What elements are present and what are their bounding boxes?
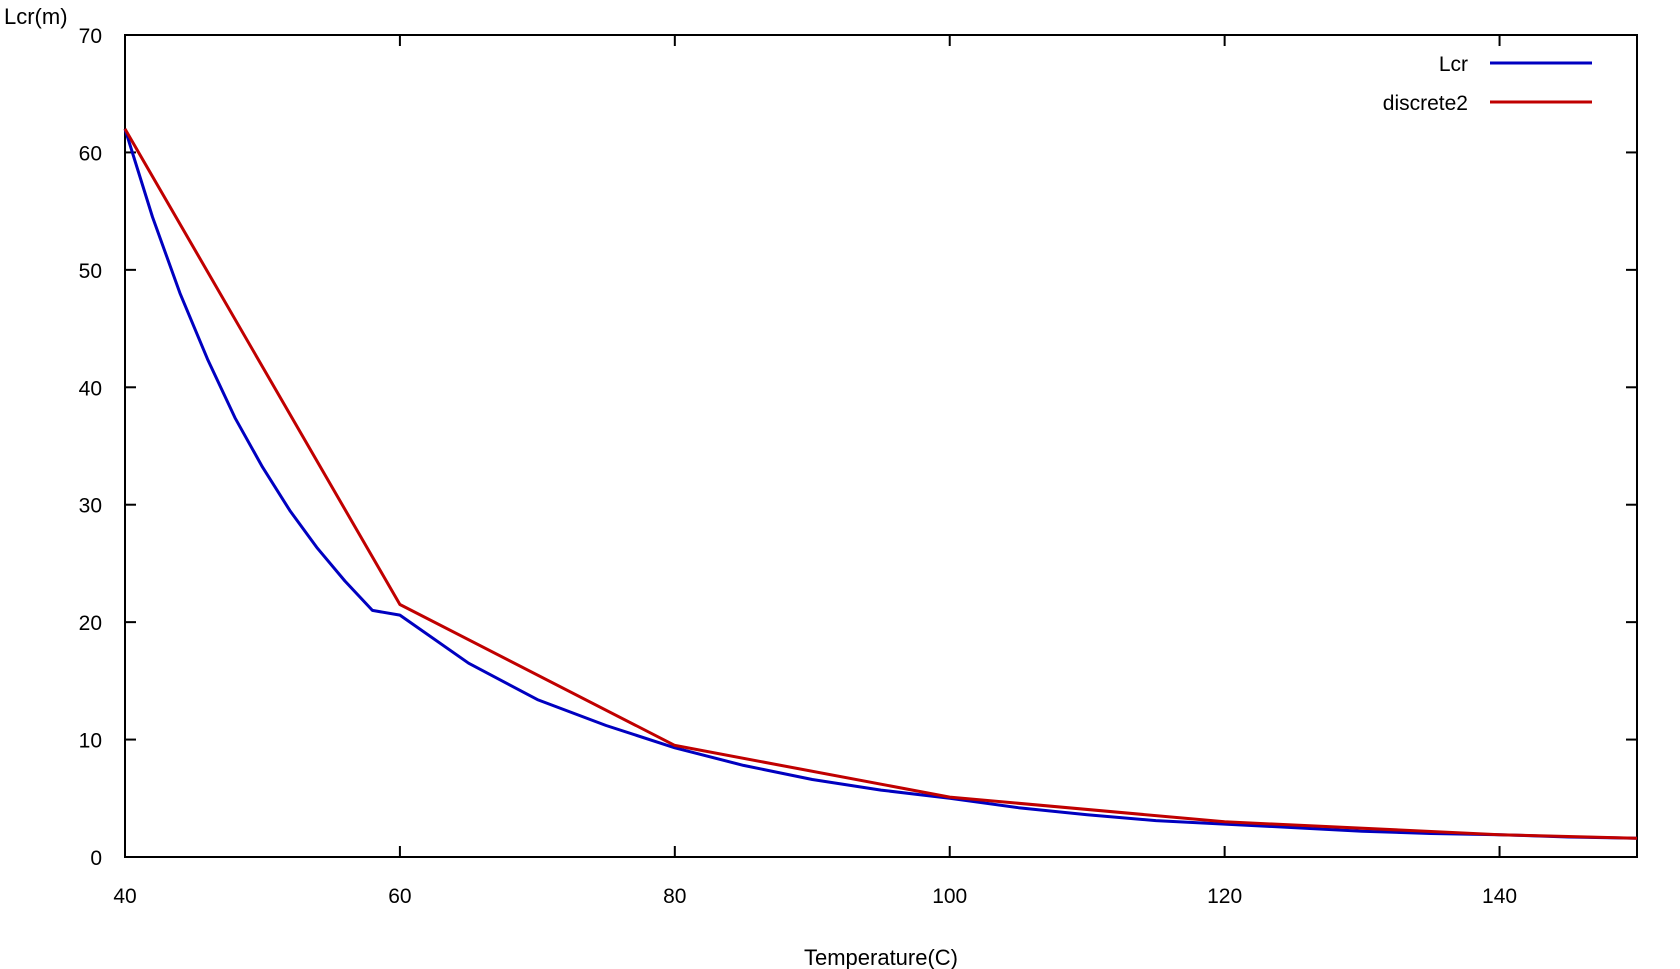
legend-label-lcr: Lcr (1439, 53, 1468, 76)
axis-tick-labels: 40 60 80 100 120 140 0 10 20 30 40 50 60 70 (79, 25, 1517, 908)
axis-ticks (124, 34, 1637, 858)
y-tick-label: 10 (79, 730, 102, 753)
x-tick-label: 120 (1207, 885, 1242, 908)
series-line-discrete2 (123, 128, 1638, 840)
y-tick-label: 30 (79, 495, 102, 518)
x-tick-label: 80 (663, 885, 686, 908)
y-tick-label: 50 (79, 260, 102, 283)
y-tick-label: 0 (90, 847, 102, 870)
y-tick-label: 20 (79, 612, 102, 635)
series-lines (123, 128, 1638, 840)
y-tick-label: 60 (79, 142, 102, 165)
plot-frame (124, 34, 1638, 858)
x-tick-label: 140 (1482, 885, 1517, 908)
legend-label-discrete2: discrete2 (1383, 92, 1468, 115)
y-tick-label: 40 (79, 377, 102, 400)
x-tick-label: 40 (113, 885, 136, 908)
x-axis-title: Temperature(C) (804, 945, 958, 969)
x-tick-label: 60 (388, 885, 411, 908)
x-tick-label: 100 (932, 885, 967, 908)
y-tick-label: 70 (79, 25, 102, 48)
series-line-lcr (123, 128, 1638, 840)
legend: Lcr discrete2 (1383, 53, 1592, 115)
y-axis-title: Lcr(m) (4, 4, 68, 29)
